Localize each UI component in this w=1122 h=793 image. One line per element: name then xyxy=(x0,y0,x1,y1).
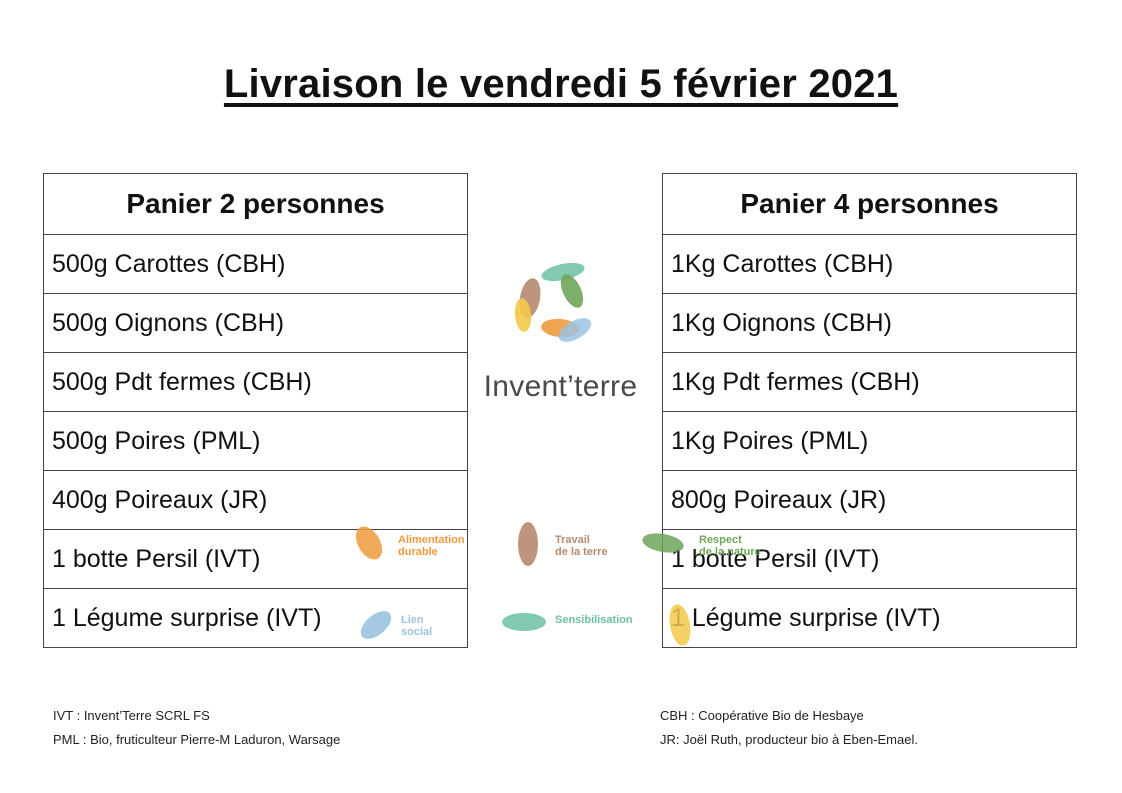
basket-2-item: 500g Carottes (CBH) xyxy=(43,234,468,294)
yellow-leaf-icon xyxy=(669,604,691,646)
basket-4-item: 800g Poireaux (JR) xyxy=(662,470,1077,530)
basket-2-header: Panier 2 personnes xyxy=(43,173,468,235)
respect-leaf-icon xyxy=(642,533,684,553)
legend-ivt: IVT : Invent’Terre SCRL FS xyxy=(53,708,210,723)
basket-4-table: Panier 4 personnes 1Kg Carottes (CBH) 1K… xyxy=(662,173,1077,648)
value-travail: Travail de la terre xyxy=(555,534,608,558)
legend-cbh: CBH : Coopérative Bio de Hesbaye xyxy=(660,708,864,723)
value-lien: Lien social xyxy=(401,614,433,638)
basket-2-item: 1 botte Persil (IVT) xyxy=(43,529,468,589)
basket-4-item: 1 botte Persil (IVT) xyxy=(662,529,1077,589)
lien-leaf-icon xyxy=(360,611,392,639)
basket-4-item: 1Kg Poires (PML) xyxy=(662,411,1077,471)
basket-2-item: 500g Poires (PML) xyxy=(43,411,468,471)
value-sensibilisation: Sensibilisation xyxy=(555,614,633,626)
basket-4-header: Panier 4 personnes xyxy=(662,173,1077,235)
inventterre-logo-icon xyxy=(514,262,592,342)
basket-2-item: 1 Légume surprise (IVT) xyxy=(43,588,468,648)
legend-right: CBH : Coopérative Bio de Hesbaye JR: Joë… xyxy=(660,704,918,752)
basket-2-item: 500g Oignons (CBH) xyxy=(43,293,468,353)
travail-leaf-icon xyxy=(518,522,538,566)
logo-wordmark: Invent’terre xyxy=(483,370,638,403)
value-alimentation: Alimentation durable xyxy=(398,534,465,558)
alimentation-leaf-icon xyxy=(355,526,383,560)
basket-4-item: 1 Légume surprise (IVT) xyxy=(662,588,1077,648)
legend-jr: JR: Joël Ruth, producteur bio à Eben-Ema… xyxy=(660,732,918,747)
basket-4-item: 1Kg Pdt fermes (CBH) xyxy=(662,352,1077,412)
value-respect: Respect de la nature xyxy=(699,534,761,558)
basket-4-item: 1Kg Carottes (CBH) xyxy=(662,234,1077,294)
sensibilisation-leaf-icon xyxy=(502,613,546,631)
basket-2-item: 400g Poireaux (JR) xyxy=(43,470,468,530)
basket-4-item: 1Kg Oignons (CBH) xyxy=(662,293,1077,353)
page-title: Livraison le vendredi 5 février 2021 xyxy=(223,62,899,106)
basket-2-item: 500g Pdt fermes (CBH) xyxy=(43,352,468,412)
legend-left: IVT : Invent’Terre SCRL FS PML : Bio, fr… xyxy=(53,704,340,752)
legend-pml: PML : Bio, fruticulteur Pierre-M Laduron… xyxy=(53,732,341,747)
basket-2-table: Panier 2 personnes 500g Carottes (CBH) 5… xyxy=(43,173,468,648)
